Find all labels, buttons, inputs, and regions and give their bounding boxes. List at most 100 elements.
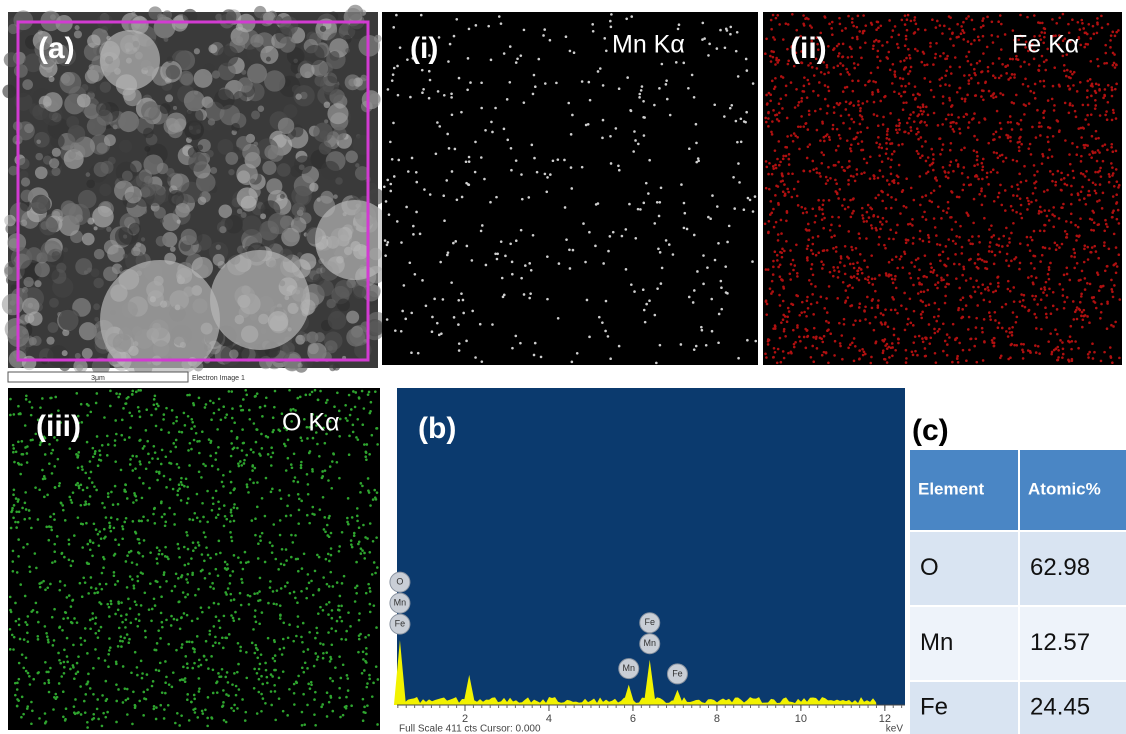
dot <box>25 656 28 659</box>
dot <box>889 229 892 232</box>
grain <box>341 23 350 32</box>
dot <box>59 580 62 583</box>
dot <box>821 120 824 123</box>
dot <box>999 92 1002 95</box>
dot <box>1028 63 1031 66</box>
dot <box>994 290 997 293</box>
dot <box>89 460 92 463</box>
dot <box>23 518 26 521</box>
dot <box>1067 85 1070 88</box>
dot <box>113 527 116 530</box>
dot <box>1021 305 1024 308</box>
dot <box>96 708 99 711</box>
dot <box>730 104 733 107</box>
dot <box>920 110 923 113</box>
dot <box>171 686 174 689</box>
dot <box>269 586 272 589</box>
dot <box>787 352 790 355</box>
dot <box>148 608 151 611</box>
dot <box>1112 52 1115 55</box>
dot <box>167 643 170 646</box>
dot <box>905 357 908 360</box>
dot <box>135 603 138 606</box>
dot <box>192 541 195 544</box>
grain <box>266 178 282 194</box>
dot <box>321 477 324 480</box>
dot <box>106 454 109 457</box>
dot <box>1004 65 1007 68</box>
dot <box>967 40 970 43</box>
dot <box>1046 215 1049 218</box>
dot <box>1066 233 1069 236</box>
dot <box>225 518 228 521</box>
dot <box>1053 109 1056 112</box>
dot <box>786 188 789 191</box>
dot <box>936 287 939 290</box>
dot <box>227 694 230 697</box>
dot <box>888 138 891 141</box>
dot <box>313 665 316 668</box>
dot <box>908 82 911 85</box>
dot <box>786 210 789 213</box>
dot <box>108 606 111 609</box>
dot <box>1001 245 1004 248</box>
dot <box>800 206 803 209</box>
dot <box>52 644 55 647</box>
dot <box>242 568 245 571</box>
dot <box>163 708 166 711</box>
dot <box>124 626 127 629</box>
dot <box>154 580 157 583</box>
dot <box>340 638 343 641</box>
dot <box>1113 185 1116 188</box>
dot <box>925 304 928 307</box>
dot <box>896 131 899 134</box>
dot <box>186 667 189 670</box>
dot <box>44 477 47 480</box>
dot <box>864 277 867 280</box>
dot <box>510 147 513 150</box>
dot <box>839 261 842 264</box>
grain <box>198 196 207 205</box>
dot <box>779 304 782 307</box>
dot <box>86 414 89 417</box>
grain <box>49 298 59 308</box>
dot <box>927 156 930 159</box>
dot <box>963 147 966 150</box>
dot <box>274 654 277 657</box>
dot <box>12 570 15 573</box>
dot <box>220 418 223 421</box>
dot <box>177 547 180 550</box>
dot <box>901 190 904 193</box>
dot <box>218 540 221 543</box>
dot <box>193 698 196 701</box>
dot <box>1100 303 1103 306</box>
dot <box>592 30 595 33</box>
dot <box>202 463 205 466</box>
dot <box>321 470 324 473</box>
dot <box>265 396 268 399</box>
dot <box>91 481 94 484</box>
dot <box>1080 190 1083 193</box>
dot <box>661 63 664 66</box>
dot <box>865 220 868 223</box>
dot <box>222 689 225 692</box>
dot <box>993 151 996 154</box>
dot <box>103 506 106 509</box>
dot <box>861 102 864 105</box>
dot <box>421 91 424 94</box>
dot <box>49 515 52 518</box>
dot <box>1102 192 1105 195</box>
dot <box>446 133 449 136</box>
dot <box>240 578 243 581</box>
dot <box>217 603 220 606</box>
dot <box>1046 136 1049 139</box>
dot <box>894 70 897 73</box>
dot <box>772 167 775 170</box>
dot <box>163 475 166 478</box>
dot <box>816 171 819 174</box>
dot <box>410 312 413 315</box>
dot <box>119 635 122 638</box>
dot <box>153 445 156 448</box>
dot <box>961 308 964 311</box>
dot <box>330 658 333 661</box>
